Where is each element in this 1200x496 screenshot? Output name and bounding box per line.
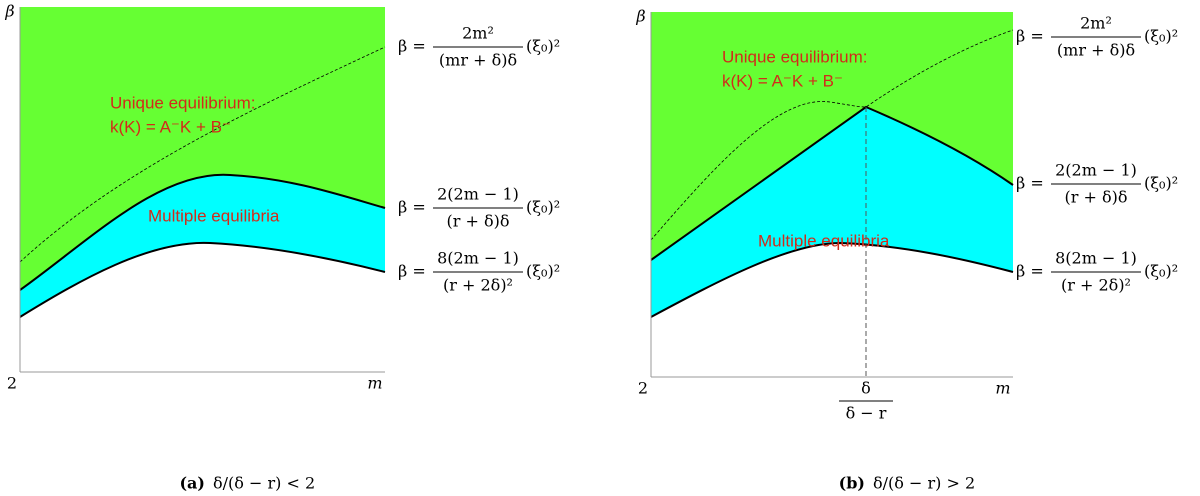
multiple-label: Multiple equilibria [758,231,890,250]
white-region [651,243,1013,377]
formula-factor: (ξ₀)² [1144,262,1178,281]
x-start-label: 2 [7,374,17,393]
formula-denominator: (r + δ)δ [1065,188,1128,207]
caption-tag: (a) [179,474,205,493]
caption: δ/(δ − r) < 2 [213,474,315,493]
lower-boundary [19,241,386,318]
formula-lhs: β = [398,262,426,281]
formula-factor: (ξ₀)² [526,198,560,217]
formula-numerator: 2m² [1080,14,1112,33]
dashed-curve [19,46,386,263]
formula-lhs: β = [1016,27,1044,46]
formula-denominator: (r + 2δ)² [443,276,513,295]
formula-factor: (ξ₀)² [526,262,560,281]
formula-factor: (ξ₀)² [526,37,560,56]
formula-numerator: 2(2m − 1) [437,185,519,204]
x-start-label: 2 [638,379,648,398]
formula-numerator: 8(2m − 1) [437,249,519,268]
caption-tag: (b) [839,474,865,493]
unique-label: Unique equilibrium: [110,93,256,112]
formula-denominator: (mr + δ)δ [439,51,517,70]
formula-factor: (ξ₀)² [1144,27,1178,46]
formula-denominator: (r + δ)δ [447,212,510,231]
formula-denominator: (mr + δ)δ [1057,41,1135,60]
dashed-curve [650,29,1014,241]
green-region [651,12,1013,260]
white-region [20,242,385,372]
unique-formula: k(K) = A⁻K + B⁻ [110,117,231,136]
y-axis-label: β [4,2,14,21]
unique-label: Unique equilibrium: [722,47,868,66]
green-region [20,7,385,290]
formula-numerator: 2(2m − 1) [1055,161,1137,180]
formula-lhs: β = [1016,262,1044,281]
formula-factor: (ξ₀)² [1144,174,1178,193]
upper-boundary [19,173,386,291]
unique-formula: k(K) = A⁻K + B⁻ [722,71,843,90]
formula-lhs: β = [398,198,426,217]
formula-denominator: (r + 2δ)² [1061,276,1131,295]
formula-lhs: β = [1016,174,1044,193]
upper-boundary [650,105,1014,261]
formula-numerator: 2m² [462,24,494,43]
x-axis-label: m [367,374,382,393]
lower-boundary [650,241,1014,318]
formula-numerator: 8(2m − 1) [1055,249,1137,268]
threshold-denominator: δ − r [846,404,887,423]
x-axis-label: m [995,379,1010,398]
multiple-label: Multiple equilibria [148,206,280,225]
y-axis-label: β [635,7,645,26]
formula-lhs: β = [398,37,426,56]
caption: δ/(δ − r) > 2 [873,474,975,493]
threshold-numerator: δ [861,379,871,398]
